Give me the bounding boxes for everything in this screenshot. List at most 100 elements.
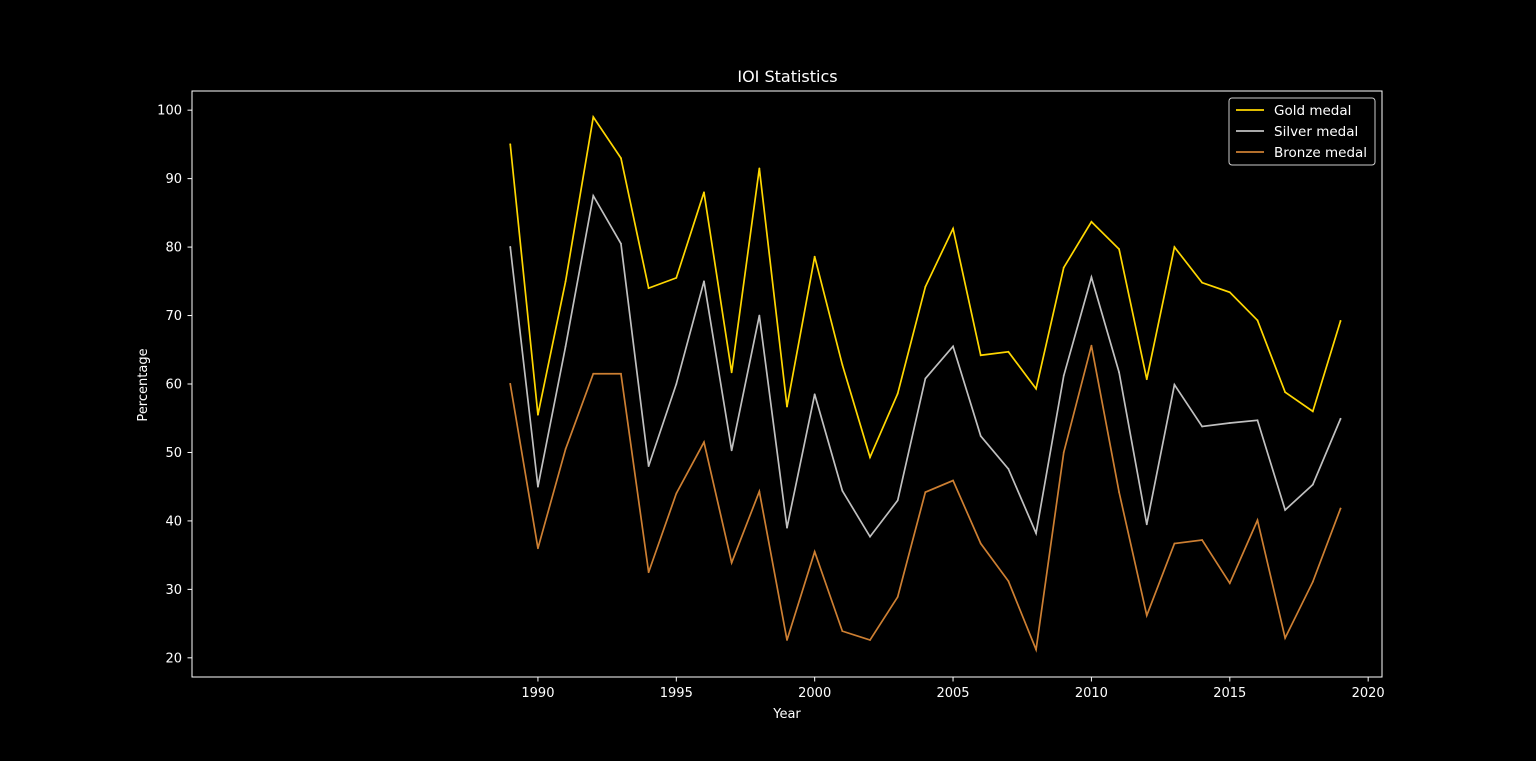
y-tick-label: 70 bbox=[165, 309, 182, 324]
data-point bbox=[952, 227, 954, 230]
data-point bbox=[758, 314, 761, 317]
data-point bbox=[620, 242, 622, 245]
data-point bbox=[924, 285, 927, 288]
data-point bbox=[509, 383, 512, 385]
data-point bbox=[1256, 519, 1259, 522]
data-point bbox=[869, 456, 871, 459]
data-point bbox=[1062, 374, 1065, 377]
legend-label: Gold medal bbox=[1274, 103, 1351, 119]
y-axis-label: Percentage bbox=[136, 348, 151, 421]
data-point bbox=[813, 550, 816, 553]
data-point bbox=[786, 526, 788, 529]
data-point bbox=[647, 571, 650, 574]
data-point bbox=[1145, 614, 1148, 617]
data-point bbox=[979, 354, 982, 357]
data-point bbox=[730, 561, 733, 564]
data-point bbox=[675, 383, 678, 385]
data-point bbox=[758, 490, 761, 493]
data-point bbox=[537, 485, 539, 488]
data-point bbox=[1228, 291, 1231, 294]
data-point bbox=[786, 405, 788, 408]
x-tick-label: 2015 bbox=[1213, 686, 1246, 701]
data-point bbox=[1145, 378, 1148, 381]
data-point bbox=[896, 596, 899, 598]
data-point bbox=[564, 345, 567, 348]
data-point bbox=[979, 542, 982, 545]
y-tick-label: 30 bbox=[165, 583, 182, 598]
chart-title: IOI Statistics bbox=[737, 67, 837, 86]
data-point bbox=[592, 372, 595, 375]
x-tick-label: 1990 bbox=[521, 686, 554, 701]
data-point bbox=[675, 276, 678, 279]
y-tick-label: 60 bbox=[165, 378, 182, 393]
x-tick-label: 2000 bbox=[798, 686, 831, 701]
data-point bbox=[703, 280, 705, 283]
legend-label: Bronze medal bbox=[1274, 145, 1367, 161]
data-point bbox=[1201, 425, 1204, 428]
data-point bbox=[1118, 248, 1120, 251]
data-point bbox=[703, 441, 705, 444]
data-point bbox=[1118, 491, 1120, 494]
data-point bbox=[841, 363, 844, 366]
data-point bbox=[647, 465, 650, 468]
data-point bbox=[675, 492, 678, 495]
data-point bbox=[1201, 281, 1204, 284]
data-point bbox=[1284, 391, 1287, 394]
data-point bbox=[1062, 451, 1065, 454]
data-point bbox=[1339, 418, 1342, 420]
data-point bbox=[1007, 350, 1010, 353]
data-point bbox=[1173, 246, 1176, 248]
series-gold-medal bbox=[509, 114, 1342, 460]
data-point bbox=[758, 167, 761, 170]
data-point bbox=[813, 255, 816, 258]
x-tick-label: 1995 bbox=[660, 686, 693, 701]
data-point bbox=[1007, 580, 1010, 583]
data-point bbox=[1311, 483, 1314, 486]
data-point bbox=[1145, 523, 1148, 526]
series-silver-medal bbox=[509, 193, 1342, 539]
data-point bbox=[1201, 539, 1204, 541]
data-point bbox=[592, 194, 595, 197]
data-point bbox=[869, 535, 871, 538]
data-point bbox=[647, 287, 650, 290]
data-point bbox=[1035, 387, 1037, 390]
y-tick-label: 40 bbox=[165, 514, 182, 529]
data-point bbox=[1339, 320, 1342, 322]
data-point bbox=[1256, 319, 1259, 322]
data-point bbox=[952, 345, 954, 348]
data-point bbox=[1311, 410, 1314, 413]
data-point bbox=[952, 479, 954, 482]
data-point bbox=[924, 491, 927, 494]
data-point bbox=[1173, 542, 1176, 545]
data-point bbox=[1228, 582, 1231, 585]
data-point bbox=[509, 143, 512, 146]
x-tick-label: 2020 bbox=[1352, 686, 1385, 701]
data-point bbox=[537, 413, 539, 416]
data-point bbox=[592, 116, 595, 118]
data-point bbox=[1090, 276, 1093, 279]
x-tick-label: 2010 bbox=[1075, 686, 1108, 701]
data-point bbox=[1173, 383, 1176, 386]
x-tick-label: 2005 bbox=[936, 686, 969, 701]
legend-label: Silver medal bbox=[1274, 124, 1358, 140]
y-tick-label: 100 bbox=[157, 104, 182, 119]
y-tick-label: 80 bbox=[165, 241, 182, 256]
series-bronze-medal bbox=[509, 344, 1342, 653]
y-axis-ticks: 20 30 40 50 60 70 80 90 100 bbox=[157, 104, 192, 666]
data-point bbox=[1256, 419, 1259, 422]
data-point bbox=[1007, 467, 1010, 470]
data-point bbox=[537, 547, 539, 550]
y-tick-label: 50 bbox=[165, 446, 182, 461]
data-point bbox=[841, 630, 844, 633]
data-point bbox=[1284, 637, 1287, 639]
data-point bbox=[786, 639, 788, 641]
y-tick-label: 90 bbox=[165, 172, 182, 187]
data-point bbox=[813, 393, 816, 396]
data-point bbox=[896, 499, 899, 502]
data-point bbox=[1090, 220, 1093, 223]
data-point bbox=[924, 377, 927, 380]
data-point bbox=[620, 157, 622, 159]
data-point bbox=[1284, 509, 1287, 511]
x-axis-label: Year bbox=[772, 707, 801, 722]
